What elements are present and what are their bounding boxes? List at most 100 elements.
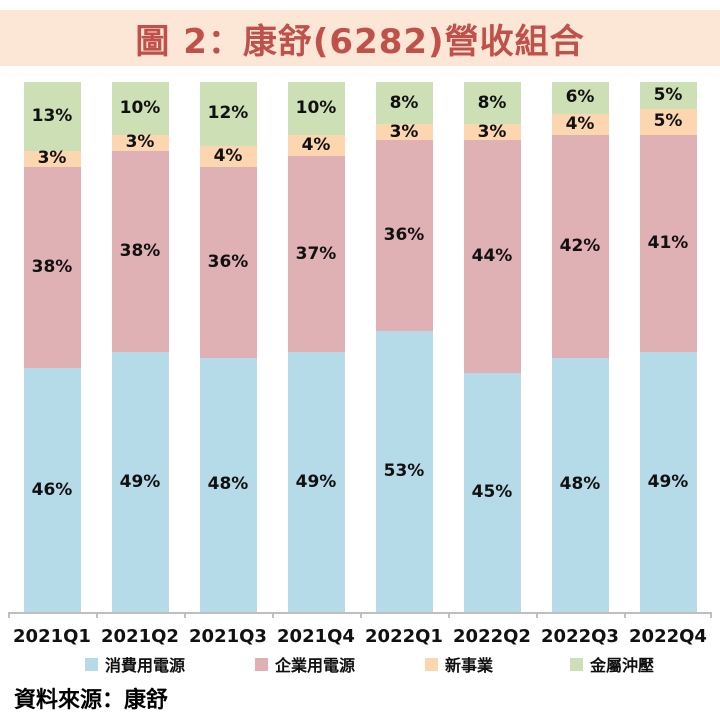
legend-label: 金屬沖壓 (590, 656, 655, 675)
legend-item: 消費用電源 (85, 652, 185, 676)
bar-segment: 37% (287, 156, 345, 353)
x-axis-label: 2021Q2 (101, 626, 179, 647)
bar-segment: 4% (551, 113, 609, 135)
bar-2021Q2: 10% 3% 38% 49% (111, 82, 169, 612)
bar-segment: 8% (375, 82, 433, 125)
chart-title: 圖 2：康舒(6282)營收組合 (135, 21, 585, 62)
segment-value-label: 4% (213, 145, 243, 166)
axis-tick (96, 612, 98, 618)
bar-segment: 49% (111, 352, 169, 612)
segment-value-label: 37% (295, 243, 337, 264)
legend-item: 企業用電源 (255, 652, 355, 676)
segment-value-label: 4% (565, 113, 595, 134)
segment-value-label: 6% (565, 87, 595, 108)
bar-segment: 4% (199, 145, 257, 167)
bar-segment: 10% (111, 82, 169, 135)
segment-value-label: 3% (125, 132, 155, 153)
bar-segment: 49% (639, 352, 697, 612)
axis-tick (184, 612, 186, 618)
plot-area: 13% 3% 38% 46% 10% 3% 38% 49% 12% 4% 36% 48% 10% 4% 37… (8, 82, 712, 618)
bar-segment: 5% (639, 82, 697, 109)
segment-value-label: 5% (653, 84, 683, 105)
bar-segment: 3% (463, 121, 521, 142)
x-axis-label: 2021Q4 (277, 626, 355, 647)
bar-2022Q4: 5% 5% 41% 49% (639, 82, 697, 612)
bar-segment: 3% (375, 121, 433, 142)
legend-swatch-icon (85, 657, 98, 671)
x-axis-label: 2022Q1 (365, 626, 443, 647)
bar-segment: 41% (639, 135, 697, 353)
segment-value-label: 44% (471, 246, 513, 267)
x-axis-label: 2022Q3 (541, 626, 619, 647)
bar-segment: 3% (23, 148, 81, 169)
legend-swatch-icon (425, 657, 438, 671)
segment-value-label: 3% (37, 148, 67, 169)
bar-segment: 8% (463, 82, 521, 125)
segment-value-label: 49% (119, 471, 161, 492)
bar-2022Q3: 6% 4% 42% 48% (551, 82, 609, 612)
legend-label: 消費用電源 (105, 656, 186, 675)
segment-value-label: 38% (119, 241, 161, 262)
segment-value-label: 42% (559, 235, 601, 256)
segment-value-label: 3% (389, 121, 419, 142)
segment-value-label: 5% (653, 111, 683, 132)
segment-value-label: 8% (477, 92, 507, 113)
axis-tick (448, 612, 450, 618)
axis-tick (360, 612, 362, 618)
legend-swatch-icon (255, 657, 268, 671)
segment-value-label: 4% (301, 135, 331, 156)
bar-segment: 48% (199, 357, 257, 612)
segment-value-label: 12% (207, 103, 249, 124)
bar-segment: 44% (463, 140, 521, 374)
segment-value-label: 36% (383, 225, 425, 246)
segment-value-label: 41% (647, 233, 689, 254)
segment-value-label: 38% (31, 256, 73, 277)
bar-segment: 38% (23, 166, 81, 369)
bar-segment: 12% (199, 82, 257, 146)
bar-segment: 10% (287, 82, 345, 135)
source-note: 資料來源：康舒 (14, 688, 169, 713)
bar-segment: 6% (551, 82, 609, 114)
segment-value-label: 3% (477, 121, 507, 142)
axis-tick (710, 612, 712, 618)
segment-value-label: 10% (119, 98, 161, 118)
axis-tick (624, 612, 626, 618)
bar-segment: 45% (463, 373, 521, 612)
legend-item: 金屬沖壓 (570, 652, 654, 676)
segment-value-label: 8% (389, 92, 419, 113)
segment-value-label: 48% (559, 474, 601, 495)
axis-tick (272, 612, 274, 618)
bar-segment: 38% (111, 150, 169, 353)
bar-2022Q1: 8% 3% 36% 53% (375, 82, 433, 612)
bar-segment: 3% (111, 132, 169, 153)
legend-swatch-icon (570, 657, 583, 671)
segment-value-label: 36% (207, 251, 249, 272)
x-axis: 2021Q1 2021Q2 2021Q3 2021Q4 2022Q1 2022Q2 2022… (8, 626, 712, 650)
axis-tick (8, 612, 10, 618)
bar-segment: 4% (287, 135, 345, 157)
x-axis-label: 2021Q3 (189, 626, 267, 647)
legend-label: 新事業 (445, 656, 494, 675)
segment-value-label: 49% (295, 471, 337, 492)
segment-value-label: 53% (383, 461, 425, 482)
x-axis-label: 2022Q4 (629, 626, 707, 647)
bar-2021Q3: 12% 4% 36% 48% (199, 82, 257, 612)
bar-segment: 36% (199, 166, 257, 358)
bar-segment: 13% (23, 82, 81, 151)
bar-2021Q1: 13% 3% 38% 46% (23, 82, 81, 612)
axis-tick (536, 612, 538, 618)
segment-value-label: 49% (647, 471, 689, 492)
bar-segment: 36% (375, 140, 433, 332)
bar-2021Q4: 10% 4% 37% 49% (287, 82, 345, 612)
x-axis-label: 2022Q2 (453, 626, 531, 647)
x-axis-label: 2021Q1 (13, 626, 91, 647)
bar-segment: 46% (23, 368, 81, 612)
bar-segment: 49% (287, 352, 345, 612)
legend: 消費用電源 企業用電源 新事業 金屬沖壓 (0, 652, 720, 676)
legend-label: 企業用電源 (275, 656, 356, 675)
segment-value-label: 13% (31, 105, 73, 126)
bar-segment: 42% (551, 134, 609, 358)
title-banner: 圖 2：康舒(6282)營收組合 (0, 10, 720, 66)
bar-segment: 48% (551, 357, 609, 612)
bar-2022Q2: 8% 3% 44% 45% (463, 82, 521, 612)
